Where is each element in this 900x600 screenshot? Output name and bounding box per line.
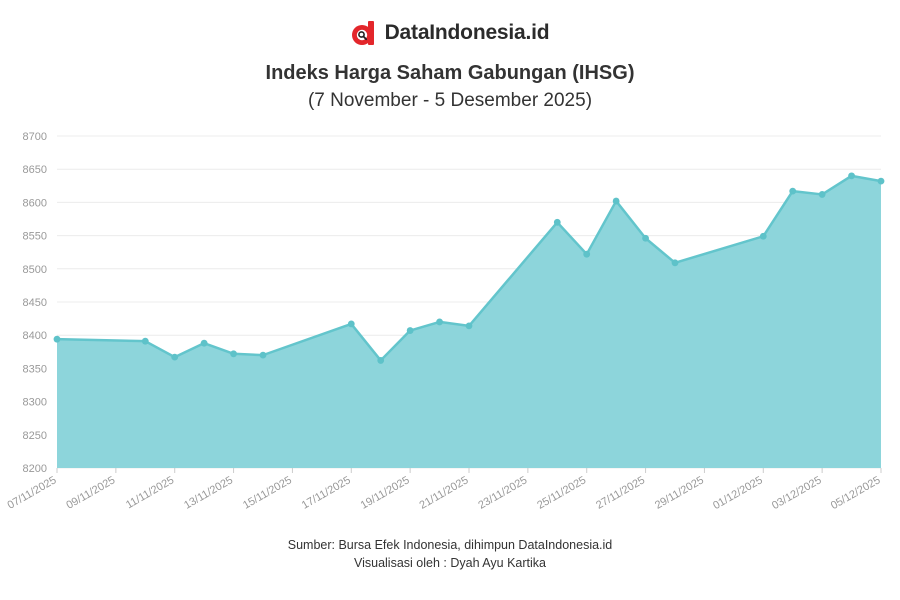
data-point[interactable] [848,172,855,180]
data-point[interactable] [436,318,443,326]
brand-header: DataIndonesia.id [0,20,900,46]
x-tick-label: 05/12/2025 [829,474,883,512]
y-tick-label: 8400 [23,330,47,342]
data-point[interactable] [230,350,237,358]
data-point[interactable] [789,187,797,195]
series-area [57,175,881,468]
x-tick-label: 07/11/2025 [6,474,59,512]
x-tick-label: 29/11/2025 [653,474,706,512]
data-point[interactable] [200,339,208,347]
brand-name: DataIndonesia.id [384,21,550,44]
data-point[interactable] [612,197,620,205]
area-layer [56,174,882,468]
x-tick-label: 25/11/2025 [535,474,588,512]
credit-note: Visualisasi oleh : Dyah Ayu Kartika [353,556,546,570]
y-tick-label: 8550 [23,231,47,243]
x-tick-label: 09/11/2025 [64,474,117,512]
x-tick-label: 15/11/2025 [241,474,294,512]
data-point[interactable] [141,337,149,345]
data-point[interactable] [406,327,414,334]
source-note: Sumber: Bursa Efek Indonesia, dihimpun D… [287,538,613,552]
data-point[interactable] [671,259,679,267]
y-tick-label: 8200 [23,463,47,475]
y-tick-label: 8300 [23,397,47,409]
data-point[interactable] [818,191,826,198]
x-tick-label: 19/11/2025 [359,474,412,512]
x-tick-label: 03/12/2025 [770,474,824,512]
y-axis-ticks: 8200 8250 8300 8350 8400 8450 8500 8550 8600 8650… [23,131,47,475]
data-point[interactable] [171,353,179,361]
x-tick-label: 11/11/2025 [124,474,176,511]
data-point[interactable] [877,177,885,185]
x-tick-label: 21/11/2025 [418,474,471,512]
y-tick-label: 8450 [23,297,47,309]
x-tick-label: 13/11/2025 [182,474,235,512]
dataindonesia-logo-icon [351,21,374,45]
x-tick-label: 23/11/2025 [476,474,529,512]
data-point[interactable] [759,232,767,240]
y-tick-label: 8650 [23,164,47,176]
x-axis-ticks: 07/11/2025 09/11/2025 11/11/2025 13/11/2025… [6,468,883,512]
x-tick-label: 01/12/2025 [711,474,765,512]
data-point[interactable] [377,357,385,364]
data-point[interactable] [583,250,591,258]
y-tick-label: 8250 [23,430,47,442]
y-tick-label: 8500 [23,264,47,276]
y-tick-label: 8350 [23,363,47,375]
data-point[interactable] [347,320,355,328]
data-point[interactable] [553,218,561,226]
data-point[interactable] [465,322,473,330]
data-point[interactable] [53,335,61,343]
y-tick-label: 8700 [23,131,47,143]
y-tick-label: 8600 [23,197,47,209]
chart-title: Indeks Harga Saham Gabungan (IHSG) [265,62,635,84]
data-points [53,172,885,364]
data-point[interactable] [259,351,267,359]
x-tick-label: 27/11/2025 [594,474,647,512]
chart-subtitle: (7 November - 5 Desember 2025) [307,90,593,111]
x-tick-label: 17/11/2025 [300,474,353,512]
data-point[interactable] [642,234,649,242]
